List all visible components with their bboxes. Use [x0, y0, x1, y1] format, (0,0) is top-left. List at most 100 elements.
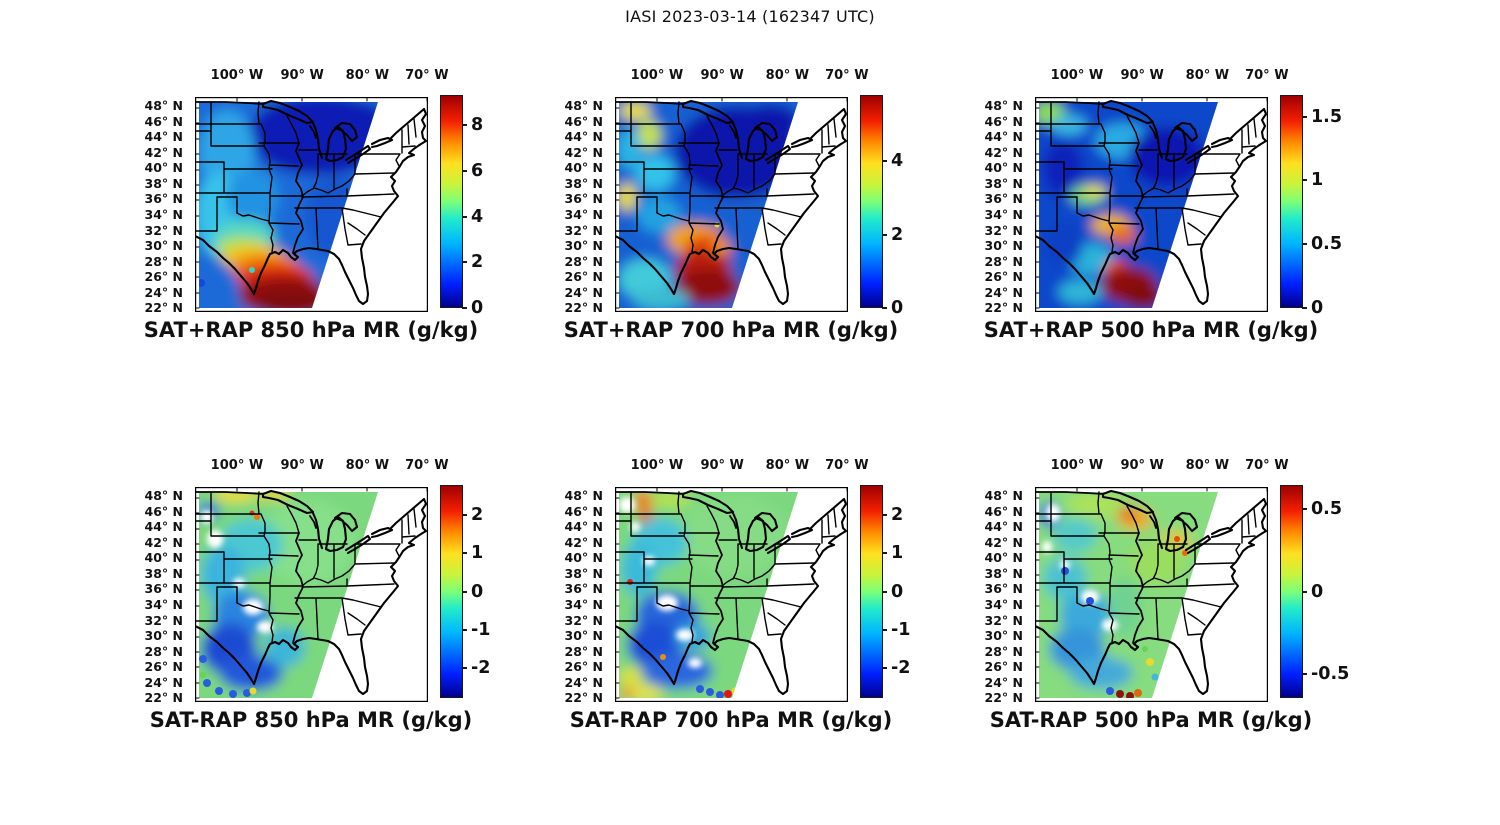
lat-tick-label: 46° N	[564, 113, 603, 129]
panel-sat-plus-rap-500: 100° W 90° W 80° W 70° W 48° N 46° N 44° N 42°…	[960, 55, 1380, 355]
lon-tick-label: 100° W	[210, 458, 264, 473]
lat-tick-label: 32° N	[984, 612, 1023, 628]
lon-tick-label: 70° W	[1245, 458, 1289, 473]
colorbar-tick-label: -2	[881, 657, 911, 678]
colorbar-tick-label: 2	[461, 252, 484, 273]
lat-tick-label: 46° N	[144, 503, 183, 519]
lat-tick-label: 26° N	[564, 659, 603, 675]
lat-tick-label: 46° N	[144, 113, 183, 129]
lat-tick-label: 28° N	[564, 253, 603, 269]
lat-tick-label: 40° N	[144, 550, 183, 566]
footprint-dots	[199, 510, 260, 698]
lat-tick-label: 26° N	[564, 269, 603, 285]
colorbar-tick-label: 6	[461, 161, 484, 182]
lon-tick-label: 90° W	[1120, 68, 1164, 83]
lat-tick-label: 36° N	[984, 191, 1023, 207]
lat-tick-label: 42° N	[564, 534, 603, 550]
map-sat-minus-rap-500	[1035, 487, 1268, 702]
lon-tick-label: 90° W	[280, 68, 324, 83]
lat-tick-label: 48° N	[984, 98, 1023, 113]
lat-tick-label: 48° N	[564, 488, 603, 503]
lon-tick-label: 70° W	[825, 458, 869, 473]
lon-tick-label: 100° W	[630, 68, 684, 83]
map-sat-plus-rap-700	[615, 97, 848, 312]
lat-tick-label: 32° N	[564, 222, 603, 238]
lat-tick-label: 30° N	[564, 238, 603, 254]
lat-tick-label: 24° N	[144, 284, 183, 300]
colorbar-tick-label: 2	[881, 505, 904, 526]
lat-tick-label: 22° N	[564, 300, 603, 316]
lat-tick-label: 38° N	[984, 175, 1023, 191]
lat-tick-label: 34° N	[144, 206, 183, 222]
lon-tick-label: 80° W	[765, 68, 810, 83]
colorbar-tick-label: 0	[461, 581, 484, 602]
lat-axis: 48° N 46° N 44° N 42° N 40° N 38° N 36° N 34° N…	[540, 488, 610, 705]
lat-tick-label: 36° N	[564, 581, 603, 597]
lat-tick-label: 30° N	[984, 628, 1023, 644]
colorbar-tick-label: -0.5	[1301, 663, 1350, 684]
map-sat-minus-rap-850	[195, 487, 428, 702]
colorbar: 1.5 1 0.5 0	[1280, 95, 1342, 318]
lat-tick-label: 36° N	[144, 581, 183, 597]
map-sat-plus-rap-500	[1035, 97, 1268, 312]
lat-tick-label: 36° N	[984, 581, 1023, 597]
figure-title: IASI 2023-03-14 (162347 UTC)	[625, 7, 875, 26]
panel-sat-minus-rap-700: 100° W 90° W 80° W 70° W 48° N 46° N 44° N 42°…	[540, 445, 960, 745]
colorbar-tick-label: -1	[461, 619, 491, 640]
lon-axis: 100° W 90° W 80° W 70° W	[1035, 68, 1289, 86]
panel-title: SAT-RAP 850 hPa MR (g/kg)	[149, 708, 473, 732]
colorbar: 4 2 0	[860, 95, 903, 318]
lon-axis: 100° W 90° W 80° W 70° W	[195, 68, 449, 86]
panel-title: SAT-RAP 500 hPa MR (g/kg)	[989, 708, 1313, 732]
lat-tick-label: 46° N	[984, 503, 1023, 519]
lat-tick-label: 30° N	[144, 628, 183, 644]
panel-title: SAT+RAP 500 hPa MR (g/kg)	[983, 318, 1319, 342]
colorbar-tick-label: 1.5	[1301, 106, 1343, 127]
lat-tick-label: 26° N	[984, 269, 1023, 285]
lat-tick-label: 32° N	[144, 612, 183, 628]
lat-axis: 48° N 46° N 44° N 42° N 40° N 38° N 36° N 34° N…	[120, 99, 190, 316]
lon-tick-label: 80° W	[345, 68, 390, 83]
panel-title: SAT-RAP 700 hPa MR (g/kg)	[569, 708, 893, 732]
lat-tick-label: 46° N	[564, 503, 603, 519]
panel-sat-plus-rap-850: 100° W 90° W 80° W 70° W 48° N 46° N 44° N 42°…	[120, 55, 540, 355]
lat-tick-label: 36° N	[144, 191, 183, 207]
colorbar-tick-label: 0	[1301, 581, 1324, 602]
lat-tick-label: 28° N	[984, 253, 1023, 269]
colorbar: 8 6 4 2 0	[440, 95, 483, 318]
lat-tick-label: 24° N	[984, 674, 1023, 690]
lat-tick-label: 40° N	[564, 550, 603, 566]
lat-tick-label: 24° N	[564, 284, 603, 300]
lat-tick-label: 42° N	[144, 144, 183, 160]
lat-tick-label: 44° N	[984, 519, 1023, 535]
lat-tick-label: 34° N	[984, 596, 1023, 612]
lat-tick-label: 40° N	[564, 160, 603, 176]
lon-axis: 100° W 90° W 80° W 70° W	[615, 68, 869, 86]
lat-tick-label: 34° N	[984, 206, 1023, 222]
colorbar-tick-label: 0	[1301, 298, 1324, 318]
lat-tick-label: 38° N	[144, 565, 183, 581]
footprint-dots	[199, 267, 255, 287]
lat-tick-label: 44° N	[984, 129, 1023, 145]
lat-tick-label: 22° N	[144, 300, 183, 316]
lat-tick-label: 48° N	[144, 488, 183, 503]
lon-tick-label: 80° W	[1185, 458, 1230, 473]
lat-axis: 48° N 46° N 44° N 42° N 40° N 38° N 36° N 34° N…	[540, 99, 610, 316]
lat-tick-label: 30° N	[564, 628, 603, 644]
lat-axis: 48° N 46° N 44° N 42° N 40° N 38° N 36° N 34° N…	[120, 488, 190, 705]
lat-tick-label: 38° N	[984, 565, 1023, 581]
lat-tick-label: 24° N	[564, 674, 603, 690]
lat-tick-label: 38° N	[564, 175, 603, 191]
no-data-holes	[1042, 504, 1118, 631]
panel-title: SAT+RAP 850 hPa MR (g/kg)	[143, 318, 479, 342]
lon-tick-label: 80° W	[765, 458, 810, 473]
map-sat-plus-rap-850	[195, 97, 428, 312]
lon-axis: 100° W 90° W 80° W 70° W	[615, 458, 869, 476]
colorbar: 2 1 0 -1 -2	[860, 485, 910, 698]
lat-tick-label: 38° N	[564, 565, 603, 581]
colorbar-tick-label: 0.5	[1301, 234, 1343, 255]
lat-tick-label: 42° N	[984, 534, 1023, 550]
lon-tick-label: 90° W	[700, 68, 744, 83]
lon-tick-label: 70° W	[405, 68, 449, 83]
lat-tick-label: 40° N	[984, 550, 1023, 566]
